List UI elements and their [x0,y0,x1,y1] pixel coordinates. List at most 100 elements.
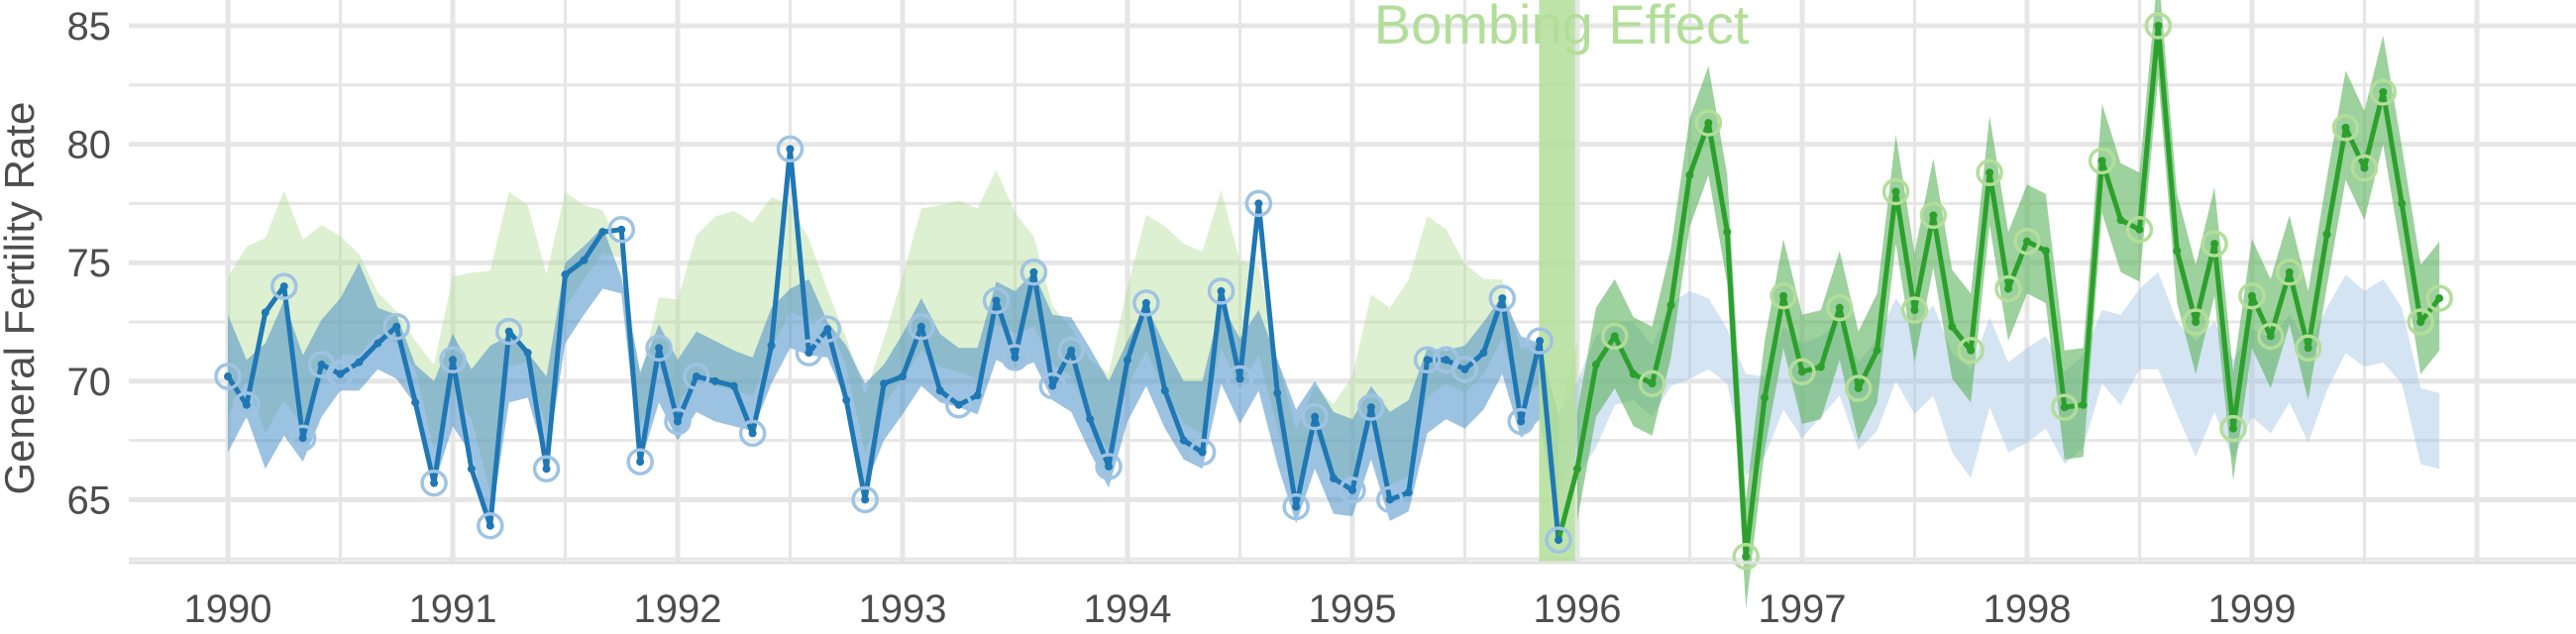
data-point [2135,225,2144,234]
data-point [485,521,494,530]
data-point-highlight [776,135,805,163]
x-tick-label: 1992 [634,587,722,631]
data-point [973,391,982,400]
data-point [2116,216,2125,225]
data-point [2379,87,2388,96]
data-point [2285,267,2294,276]
data-point [580,256,589,264]
data-point [1498,294,1507,303]
data-point-highlight [382,313,410,341]
data-point [935,386,944,395]
data-point-highlight [2369,78,2398,106]
data-point-highlight [1976,158,2003,187]
data-point-highlight [1450,356,1479,383]
data-point [298,434,307,443]
data-point [2247,291,2256,300]
data-point [2435,294,2444,303]
data-point-highlight [2013,227,2041,256]
data-point [2266,332,2275,341]
data-point-highlight [1507,407,1535,436]
y-tick-label: 75 [67,242,112,285]
y-axis-title: General Fertility Rate [0,102,43,495]
data-point-highlight [2182,308,2209,336]
data-point [1685,170,1694,179]
x-tick-label: 1994 [1084,587,1172,631]
data-point-highlight [1038,371,1067,400]
data-point-highlight [813,315,842,343]
data-point [561,270,570,279]
x-tick-label: 1997 [1759,587,1847,631]
data-point [317,361,326,370]
effect-marker-band [1539,0,1575,563]
data-point-highlight [420,469,448,497]
data-point-highlight [982,286,1011,315]
data-point-highlight [2331,114,2360,142]
data-point-highlight [1957,336,1985,365]
data-point [2210,240,2219,249]
data-point-highlight [439,346,467,374]
data-point [542,465,551,474]
data-point-highlight [1244,189,1273,218]
data-point [2398,199,2407,208]
data-point-highlight [1881,177,1910,206]
data-point [2229,424,2238,433]
data-point-highlight [908,313,935,341]
data-point [1086,415,1095,424]
data-point [1366,403,1375,412]
data-point-highlight [1844,374,1873,402]
data-point-highlight [1001,344,1029,371]
data-point [2004,284,2013,293]
data-point-highlight [1919,201,1948,230]
data-point [2341,123,2350,132]
data-point [916,322,925,331]
data-point [1816,363,1825,371]
x-tick-label: 1993 [859,587,947,631]
data-point [1029,267,1038,276]
data-point-highlight [944,390,973,419]
data-point [1347,485,1356,494]
data-point [374,339,382,348]
data-point [1873,346,1881,355]
data-point-highlight [1188,438,1217,467]
data-point [224,372,232,381]
data-point [2192,318,2200,326]
data-point [655,344,664,353]
data-point [898,372,907,381]
data-point-highlight [1020,259,1048,286]
data-point-highlight [1413,346,1442,374]
data-point-highlight [1488,284,1517,312]
data-point-highlight [2144,12,2173,40]
x-tick-label: 1996 [1534,587,1622,631]
data-point-highlight [2294,334,2322,363]
data-point [1555,536,1563,545]
data-point [1141,298,1150,307]
data-point-highlight [2425,284,2453,312]
data-point [1067,346,1076,355]
data-point [823,325,832,334]
data-point [1761,393,1770,402]
data-point-highlight [1994,274,2022,303]
data-point-highlight [1357,393,1385,421]
data-point [598,228,607,237]
data-point-highlight [1788,358,1816,385]
data-point-highlight [1057,336,1085,365]
data-point [2304,344,2312,353]
data-point-highlight [645,334,673,363]
x-tick-label: 1998 [1984,587,2072,631]
data-point-highlight [1207,277,1235,305]
data-point [2360,163,2369,172]
data-point [805,349,813,358]
data-point [467,465,476,474]
data-point-highlight [1826,293,1854,322]
data-point-highlight [2276,259,2304,286]
data-point [1797,368,1806,376]
data-point-highlight [1732,543,1760,571]
data-point [1105,462,1114,471]
x-tick-label: 1995 [1309,587,1397,631]
data-point [1572,465,1581,474]
data-point-highlight [2200,230,2228,258]
data-point [1517,417,1526,426]
data-point [2041,247,2050,256]
data-point [1666,301,1675,310]
